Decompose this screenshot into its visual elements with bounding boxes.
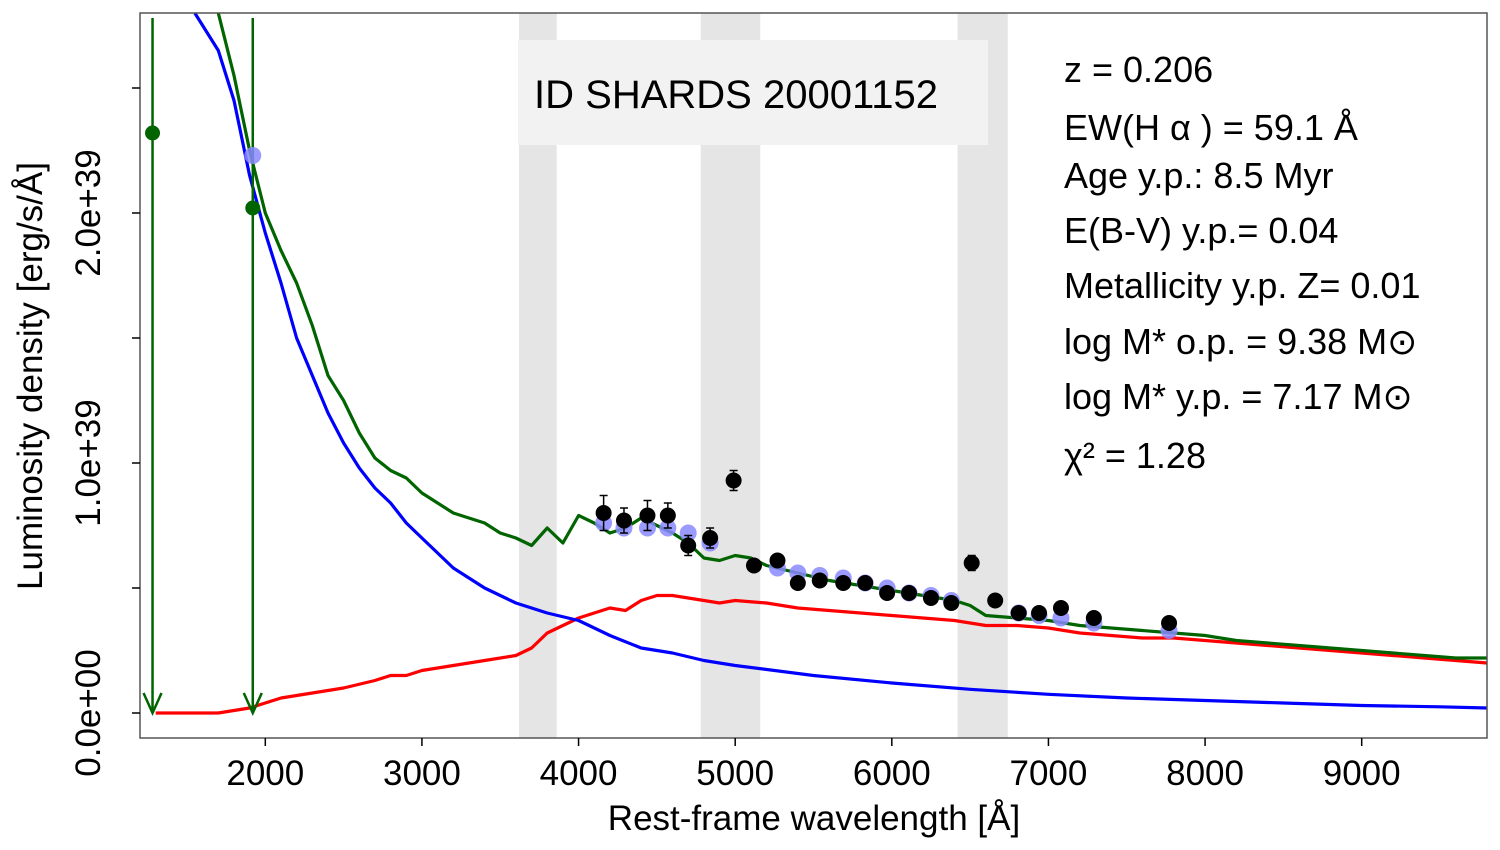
observed-point <box>745 557 762 574</box>
observed-point <box>595 505 612 521</box>
x-tick-label: 2000 <box>226 754 304 793</box>
upper-limit-arrowhead <box>142 692 163 717</box>
observed-point <box>615 512 632 529</box>
series-layer <box>155 12 1488 715</box>
y-axis: 0.0e+00 1.0e+39 2.0e+39 <box>69 87 140 777</box>
annotation-metallicity: Metallicity y.p. Z= 0.01 <box>1064 265 1420 306</box>
x-tick-label: 3000 <box>383 754 461 793</box>
observed-point <box>922 590 939 606</box>
annotation-ew-halpha: EW(H α ) = 59.1 Å <box>1064 107 1358 148</box>
model-point <box>244 147 262 164</box>
title-backdrop <box>518 40 988 145</box>
x-tick-label: 9000 <box>1323 754 1401 793</box>
x-axis: 2000 3000 4000 5000 6000 7000 8000 9000 <box>226 738 1401 793</box>
upper-limit-arrowhead <box>242 692 263 717</box>
observed-point <box>1031 605 1048 621</box>
x-tick-label: 8000 <box>1166 754 1244 793</box>
observed-point <box>769 552 786 569</box>
upper-limit-point <box>145 125 161 141</box>
observed-points-layer <box>595 469 1178 631</box>
observed-point <box>987 592 1004 609</box>
observed-point <box>857 575 874 591</box>
annotation-chi2: χ² = 1.28 <box>1064 435 1206 476</box>
annotation-mass-young: log M* y.p. = 7.17 M⊙ <box>1064 376 1413 417</box>
x-tick-label: 7000 <box>1010 754 1088 793</box>
upper-limits-layer <box>142 18 263 717</box>
observed-point <box>1052 600 1069 616</box>
annotation-ebv: E(B-V) y.p.= 0.04 <box>1064 210 1338 251</box>
observed-point <box>1085 610 1102 626</box>
upper-limit-point <box>245 200 261 216</box>
x-tick-label: 6000 <box>853 754 931 793</box>
model-point <box>679 524 697 542</box>
annotation-block: z = 0.206 EW(H α ) = 59.1 Å Age y.p.: 8.… <box>1064 49 1420 476</box>
x-tick-label: 4000 <box>540 754 618 793</box>
observed-point <box>963 555 980 571</box>
observed-point <box>835 575 852 591</box>
observed-point <box>789 575 806 591</box>
observed-point <box>702 530 719 546</box>
observed-point <box>1010 605 1027 621</box>
observed-point <box>901 585 918 601</box>
observed-point <box>1161 615 1178 631</box>
y-tick-label: 2.0e+39 <box>69 149 108 277</box>
observed-point <box>680 537 697 554</box>
observed-point <box>943 595 960 611</box>
observed-point <box>659 507 676 524</box>
annotation-age: Age y.p.: 8.5 Myr <box>1064 155 1333 196</box>
series-line-young-population <box>193 12 1488 710</box>
annotation-redshift: z = 0.206 <box>1064 49 1213 90</box>
observed-point <box>879 585 896 601</box>
y-axis-label: Luminosity density [erg/s/Å] <box>11 162 50 590</box>
y-tick-label: 0.0e+00 <box>69 649 108 777</box>
y-tick-label: 1.0e+39 <box>69 399 108 527</box>
series-line-total-model <box>216 12 1487 660</box>
x-tick-label: 5000 <box>696 754 774 793</box>
chart-title: ID SHARDS 20001152 <box>534 73 938 117</box>
annotation-mass-old: log M* o.p. = 9.38 M⊙ <box>1064 321 1417 362</box>
observed-point <box>639 507 656 524</box>
series-line-old-population <box>155 593 1488 715</box>
observed-point <box>725 472 742 489</box>
x-axis-label: Rest-frame wavelength [Å] <box>608 799 1020 838</box>
plot-frame <box>139 12 1488 739</box>
observed-point <box>811 572 828 589</box>
